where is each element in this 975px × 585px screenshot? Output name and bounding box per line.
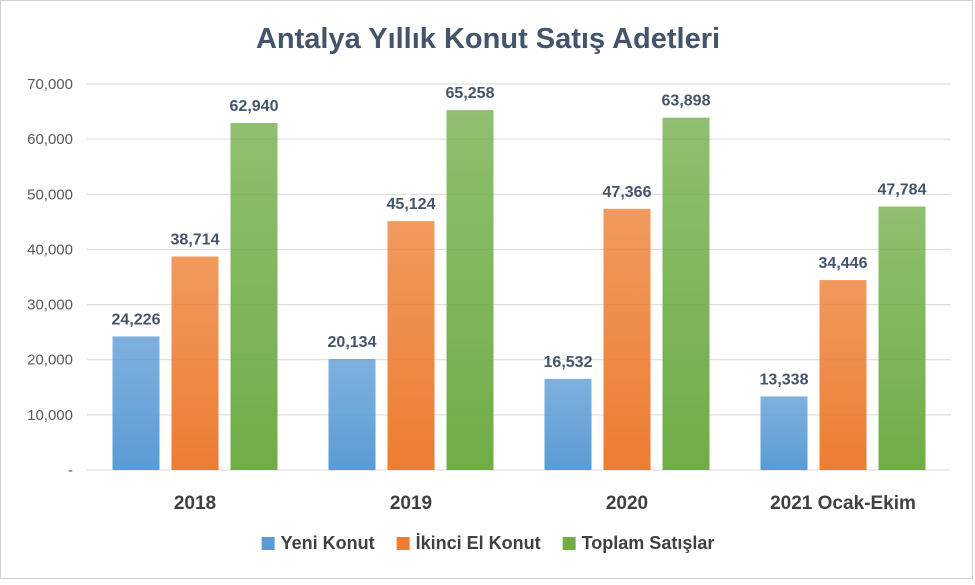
data-label: 47,366 — [603, 184, 652, 201]
data-labels: 24,226 38,714 62,940 20,134 45,124 65,258 16,5… — [112, 85, 927, 388]
data-label: 16,532 — [544, 354, 593, 371]
y-tick-label: 60,000 — [27, 131, 73, 148]
bar — [662, 117, 710, 471]
legend-item: Toplam Satışlar — [562, 533, 715, 553]
y-tick-label: 40,000 — [27, 241, 73, 258]
legend-label: İkinci El Konut — [416, 533, 541, 553]
x-tick-label: 2020 — [606, 493, 648, 514]
data-label: 65,258 — [446, 85, 495, 102]
data-label: 20,134 — [328, 334, 377, 351]
x-axis-ticks: 2018 2019 2020 2021 Ocak-Ekim — [174, 493, 916, 514]
x-tick-label: 2021 Ocak-Ekim — [770, 493, 916, 514]
data-label: 63,898 — [662, 93, 711, 110]
data-label: 38,714 — [171, 232, 220, 249]
y-axis-ticks: - 10,000 20,000 30,000 40,000 50,000 60,000 70,… — [27, 76, 73, 479]
bar — [603, 208, 651, 470]
data-label: 62,940 — [230, 98, 279, 115]
bar — [819, 280, 867, 470]
bar — [446, 110, 494, 470]
legend-swatch — [396, 537, 410, 550]
bar — [544, 378, 592, 470]
bar — [171, 256, 219, 470]
data-label: 13,338 — [760, 371, 809, 388]
data-label: 45,124 — [387, 196, 436, 213]
legend-swatch — [562, 537, 576, 550]
bars — [112, 110, 926, 471]
bar — [387, 221, 435, 470]
y-tick-label: 10,000 — [27, 407, 73, 424]
data-label: 24,226 — [112, 311, 161, 328]
chart-title: Antalya Yıllık Konut Satış Adetleri — [256, 23, 720, 55]
data-label: 34,446 — [819, 255, 868, 272]
y-tick-label: - — [68, 462, 73, 479]
legend-label: Toplam Satışlar — [582, 533, 715, 553]
data-label: 47,784 — [878, 182, 927, 199]
y-tick-label: 30,000 — [27, 297, 73, 314]
legend-label: Yeni Konut — [281, 533, 375, 553]
legend-swatch — [261, 537, 275, 550]
y-tick-label: 50,000 — [27, 186, 73, 203]
legend: Yeni Konut İkinci El Konut Toplam Satışlar — [261, 533, 715, 553]
bar — [328, 358, 376, 470]
legend-item: Yeni Konut — [261, 533, 375, 553]
bar — [878, 206, 926, 470]
x-tick-label: 2019 — [390, 493, 432, 514]
y-tick-label: 20,000 — [27, 352, 73, 369]
x-tick-label: 2018 — [174, 493, 216, 514]
bar — [760, 396, 808, 470]
bar — [112, 336, 160, 470]
y-tick-label: 70,000 — [27, 76, 73, 93]
legend-item: İkinci El Konut — [396, 533, 541, 553]
bar — [230, 122, 278, 471]
